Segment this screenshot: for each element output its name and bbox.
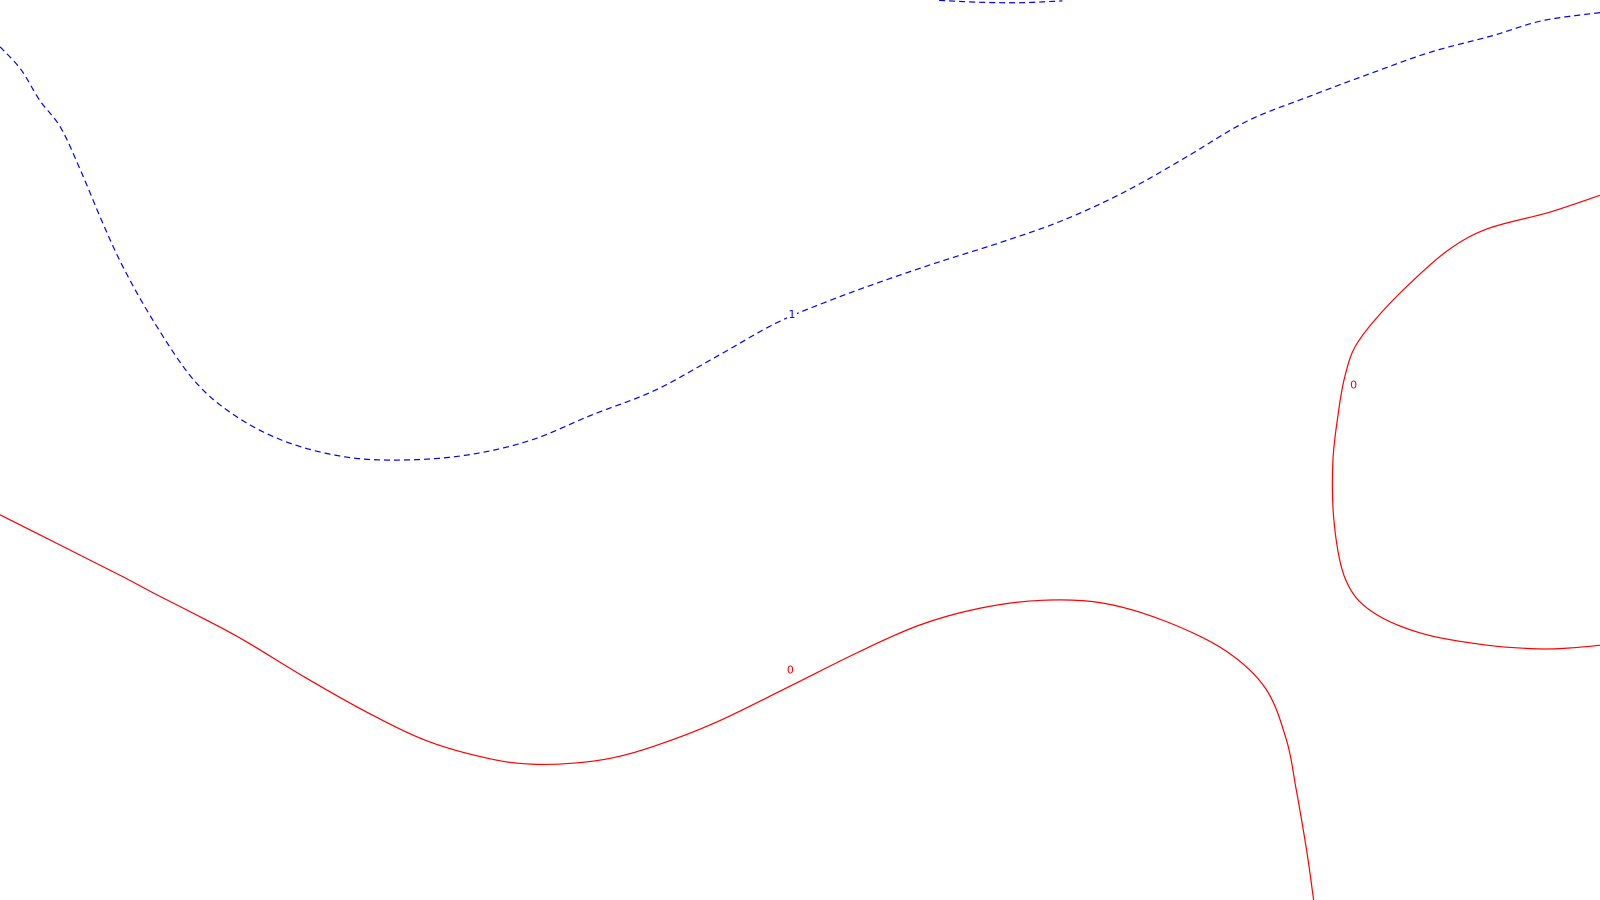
contour-label-level-0-1: 0 [787,664,794,677]
contour-label-level-0-2: 0 [1350,378,1357,391]
contour-labels: 1 0 0 [785,307,1359,677]
contour-label-background [785,662,796,676]
contour-line-level-0-segment-1 [0,514,1315,900]
contour-label-background [1348,377,1359,391]
contour-label-level-1-1: 1 [789,308,796,321]
contour-label-background [787,307,797,321]
contour-line-level-0-segment-2 [1331,194,1600,650]
contour-line-level-1-segment-1 [0,12,1600,461]
contour-line-level-1-segment-2 [939,0,1063,4]
